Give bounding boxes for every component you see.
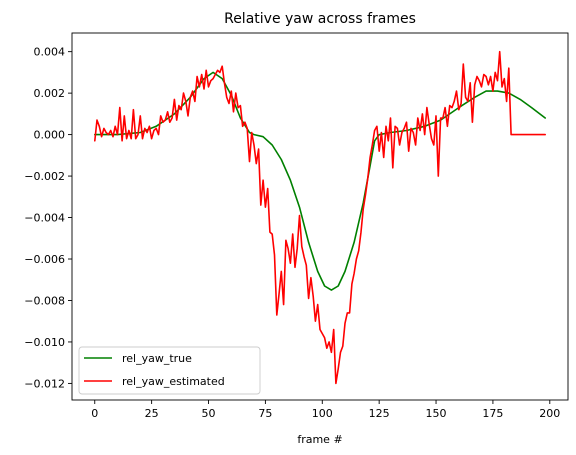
x-tick-label: 25 [145, 407, 159, 420]
series-line-rel-yaw-true [94, 71, 547, 291]
legend: rel_yaw_true rel_yaw_estimated [78, 346, 261, 395]
x-tick-label: 50 [202, 407, 216, 420]
y-tick-label: 0.000 [34, 129, 66, 142]
plot-background [72, 33, 568, 400]
x-axis: 0 25 50 75 100 125 150 175 200 [91, 400, 560, 420]
legend-label-rel-yaw-true: rel_yaw_true [122, 352, 192, 365]
y-tick-label: −0.012 [24, 377, 65, 390]
x-tick-label: 75 [258, 407, 272, 420]
y-tick-label: −0.010 [24, 336, 65, 349]
x-tick-label: 175 [482, 407, 503, 420]
x-tick-label: 125 [369, 407, 390, 420]
x-tick-label: 0 [91, 407, 98, 420]
y-axis: 0.004 0.002 0.000 −0.002 −0.004 −0.006 −0.008 −… [24, 46, 72, 390]
legend-label-rel-yaw-estimated: rel_yaw_estimated [122, 375, 225, 388]
x-tick-label: 200 [539, 407, 560, 420]
y-tick-label: 0.004 [34, 46, 66, 59]
y-tick-label: 0.002 [34, 87, 66, 100]
y-tick-label: −0.008 [24, 294, 65, 307]
x-axis-label: frame # [297, 433, 342, 446]
y-tick-label: −0.002 [24, 170, 65, 183]
series-line-rel-yaw-estimated [94, 50, 547, 385]
chart-title: Relative yaw across frames [224, 11, 416, 27]
plot-frame [71, 32, 569, 401]
legend-box [78, 346, 261, 395]
x-tick-label: 150 [426, 407, 447, 420]
x-tick-label: 100 [312, 407, 333, 420]
series-layer [94, 50, 547, 385]
y-tick-label: −0.004 [24, 212, 65, 225]
plot-area [71, 32, 569, 401]
y-tick-label: −0.006 [24, 253, 65, 266]
